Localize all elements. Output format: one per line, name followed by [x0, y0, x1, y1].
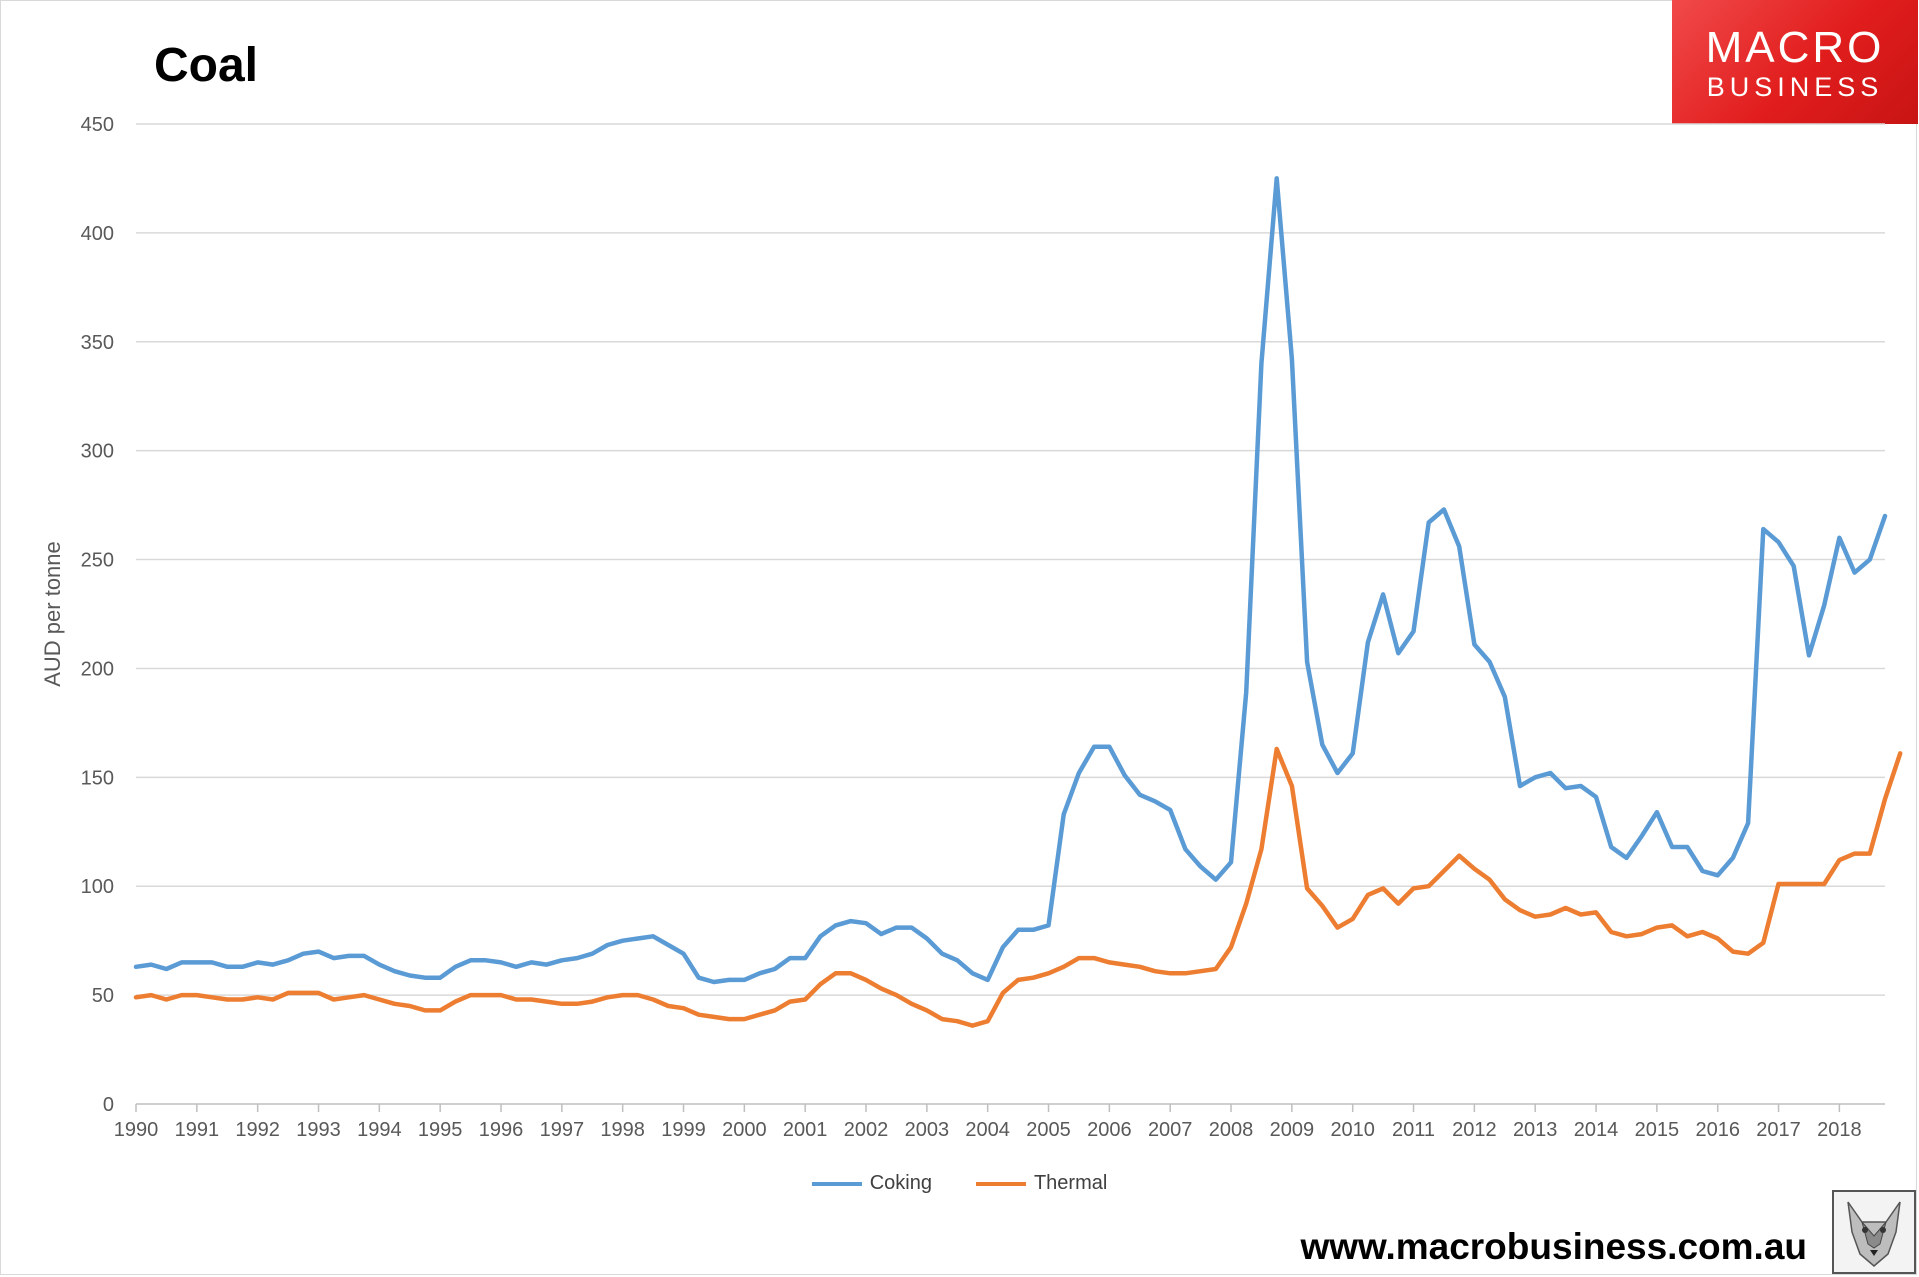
gridlines [136, 123, 1885, 996]
x-tick-label: 2001 [783, 1119, 828, 1141]
x-tick-label: 2013 [1513, 1119, 1558, 1141]
x-tick-label: 2005 [1026, 1119, 1071, 1141]
y-tick-label: 150 [81, 767, 114, 789]
x-tick-label: 2011 [1392, 1119, 1435, 1141]
macrobusiness-logo: MACRO BUSINESS [1672, 0, 1918, 124]
wolf-logo-icon [1832, 1190, 1916, 1274]
y-tick-label: 350 [81, 332, 114, 354]
y-tick-label: 100 [81, 876, 114, 898]
x-tick-label: 1994 [357, 1119, 402, 1141]
legend: Coking Thermal [0, 1172, 1919, 1195]
x-tick-label: 1990 [114, 1119, 159, 1141]
footer-url: www.macrobusiness.com.au [1300, 1226, 1807, 1267]
x-tick-label: 2018 [1817, 1119, 1862, 1141]
y-tick-label: 400 [81, 223, 114, 245]
x-tick-label: 2000 [722, 1119, 767, 1141]
x-tick-label: 2016 [1695, 1119, 1740, 1141]
x-tick-label: 2002 [844, 1119, 889, 1141]
x-tick-label: 1992 [235, 1119, 280, 1141]
legend-swatch-coking [811, 1181, 862, 1186]
x-tick-label: 2007 [1148, 1119, 1193, 1141]
x-tick-label: 2006 [1087, 1119, 1132, 1141]
series-line-thermal [133, 746, 1903, 1028]
x-tick-label: 1999 [661, 1119, 706, 1141]
y-tick-label: 200 [81, 658, 114, 680]
logo-text-business: BUSINESS [1706, 72, 1884, 102]
series [133, 176, 1903, 1028]
x-tick-label: 2017 [1756, 1119, 1801, 1141]
x-tick-label: 2004 [965, 1119, 1010, 1141]
legend-label-thermal: Thermal [1033, 1172, 1108, 1194]
x-tick-label: 2012 [1452, 1119, 1497, 1141]
y-tick-label: 50 [92, 985, 114, 1007]
legend-item-coking: Coking [811, 1172, 932, 1195]
y-axis-title: AUD per tonne [40, 541, 65, 687]
x-tick-label: 1997 [540, 1119, 585, 1141]
legend-label-coking: Coking [869, 1172, 932, 1194]
x-tick-label: 2008 [1209, 1119, 1254, 1141]
x-tick-label: 2009 [1270, 1119, 1315, 1141]
x-tick-label: 1993 [296, 1119, 341, 1141]
x-tick-label: 1995 [418, 1119, 463, 1141]
x-tick-label: 2014 [1574, 1119, 1619, 1141]
y-tick-label: 300 [81, 441, 114, 463]
y-tick-label: 450 [81, 114, 114, 136]
wolf-face-icon [1847, 1201, 1901, 1267]
y-tick-label: 0 [103, 1094, 114, 1116]
x-tick-label: 2015 [1635, 1119, 1680, 1141]
x-tick-label: 2003 [905, 1119, 950, 1141]
x-tick-label: 1991 [175, 1119, 220, 1141]
y-tick-label: 250 [81, 550, 114, 572]
legend-item-thermal: Thermal [975, 1172, 1108, 1195]
x-tick-label: 1996 [479, 1119, 524, 1141]
x-tick-label: 1998 [600, 1119, 645, 1141]
series-line-coking [133, 176, 1888, 985]
chart-title: Coal [154, 39, 259, 92]
legend-swatch-thermal [975, 1181, 1026, 1186]
x-tick-label: 2010 [1330, 1119, 1375, 1141]
logo-text-macro: MACRO [1705, 23, 1885, 72]
axes: 0 50 100 150 200 250 300 350 400 450 1990 1991 1992 1… [40, 114, 1885, 1141]
